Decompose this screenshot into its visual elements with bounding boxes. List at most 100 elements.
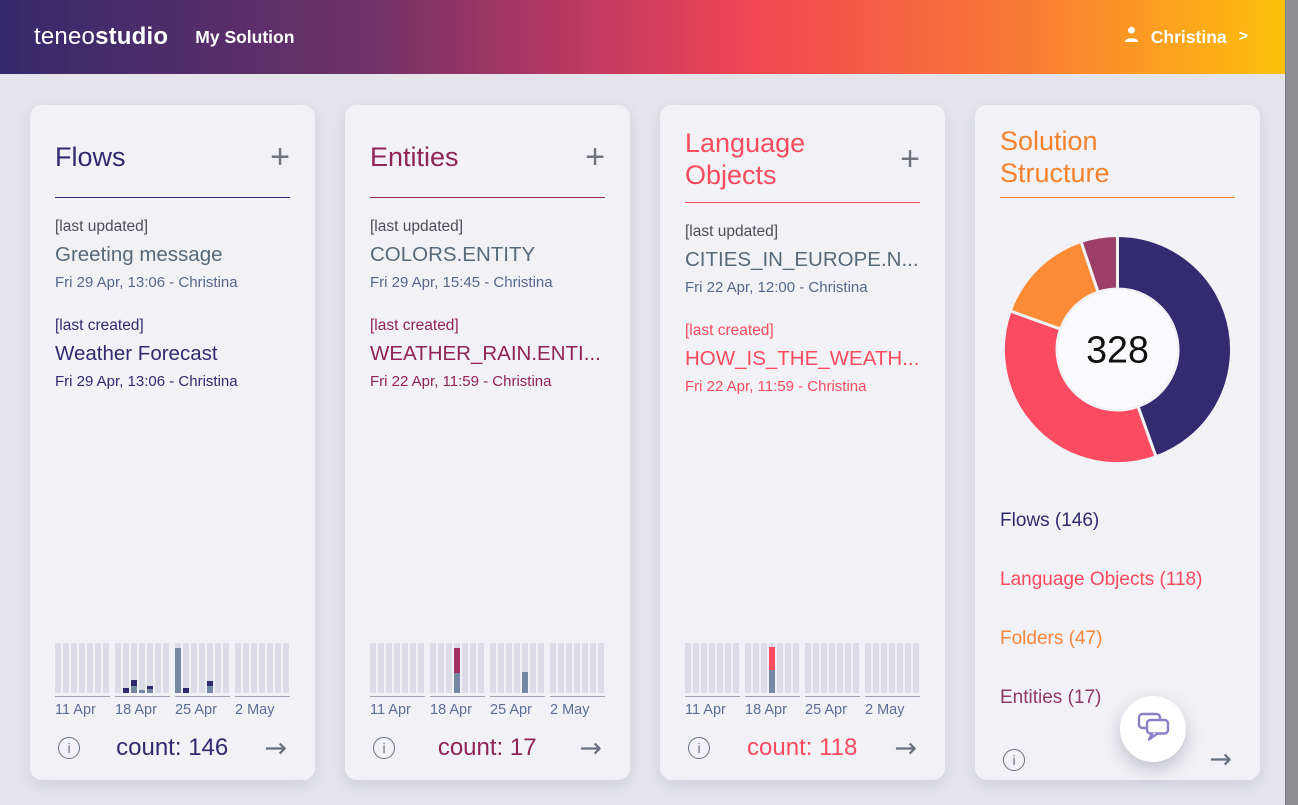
last-updated-meta: Fri 22 Apr, 12:00 - Christina <box>685 278 868 296</box>
dashboard: Flows + [last updated] Greeting message … <box>0 74 1298 780</box>
chart-week-label: 25 Apr <box>805 702 847 718</box>
logo-light-part: teneo <box>34 23 96 50</box>
chart-week-group: 25 Apr <box>175 643 230 718</box>
language-objects-card: Language Objects + [last updated] CITIES… <box>660 105 945 780</box>
chart-week-group: 2 May <box>865 643 920 718</box>
donut-slice-entities <box>1079 233 1119 295</box>
chart-week-group: 11 Apr <box>685 643 740 718</box>
chart-week-label: 18 Apr <box>115 702 157 718</box>
legend-language-objects: Language Objects (118) <box>1000 569 1203 590</box>
arrow-right-icon[interactable]: → <box>579 732 602 764</box>
language-objects-count: count: 118 <box>747 734 858 761</box>
scrollbar[interactable] <box>1285 0 1298 805</box>
divider <box>370 197 605 198</box>
user-name: Christina <box>1150 26 1227 47</box>
chart-week-label: 25 Apr <box>490 702 532 718</box>
last-updated-label: [last updated] <box>370 218 464 235</box>
structure-legend: Flows (146) Language Objects (118) Folde… <box>1000 510 1235 746</box>
last-created-section: [last created] WEATHER_RAIN.ENTI... Fri … <box>370 317 605 390</box>
chart-week-group: 2 May <box>550 643 605 718</box>
chart-week-label: 25 Apr <box>175 702 217 718</box>
last-updated-section: [last updated] COLORS.ENTITY Fri 29 Apr,… <box>370 218 605 291</box>
flows-card-title: Flows <box>55 141 126 172</box>
donut-hole <box>1058 290 1177 409</box>
last-created-item[interactable]: WEATHER_RAIN.ENTI... <box>370 342 601 365</box>
logo-bold-part: studio <box>95 23 169 50</box>
last-created-item[interactable]: Weather Forecast <box>55 342 218 365</box>
solution-title: My Solution <box>195 26 295 47</box>
last-updated-section: [last updated] Greeting message Fri 29 A… <box>55 218 290 291</box>
legend-entities: Entities (17) <box>1000 687 1102 708</box>
chart-week-group: 18 Apr <box>745 643 800 718</box>
last-created-meta: Fri 22 Apr, 11:59 - Christina <box>685 377 867 395</box>
last-created-label: [last created] <box>370 317 459 334</box>
last-updated-item[interactable]: CITIES_IN_EUROPE.N... <box>685 247 919 271</box>
chat-icon <box>1135 711 1171 748</box>
last-created-section: [last created] HOW_IS_THE_WEATH... Fri 2… <box>685 322 920 395</box>
arrow-right-icon[interactable]: → <box>1209 744 1232 775</box>
chart-week-group: 25 Apr <box>490 643 545 718</box>
donut-total: 328 <box>1086 328 1149 370</box>
donut-slice-flows <box>1116 233 1233 459</box>
divider <box>685 201 920 203</box>
chart-week-group: 25 Apr <box>805 643 860 718</box>
last-created-label: [last created] <box>55 317 144 334</box>
last-created-item[interactable]: HOW_IS_THE_WEATH... <box>685 346 920 370</box>
chart-week-label: 2 May <box>550 702 590 718</box>
divider <box>55 197 290 198</box>
last-created-meta: Fri 29 Apr, 13:06 - Christina <box>55 373 238 390</box>
info-icon[interactable]: i <box>1003 748 1025 771</box>
chart-week-label: 11 Apr <box>370 702 411 718</box>
last-updated-item[interactable]: COLORS.ENTITY <box>370 243 536 266</box>
flows-count: count: 146 <box>116 734 229 761</box>
info-icon[interactable]: i <box>373 737 395 759</box>
chart-week-label: 2 May <box>235 702 275 718</box>
language-objects-card-title: Language Objects <box>685 128 806 191</box>
chart-week-label: 18 Apr <box>745 702 787 718</box>
chart-week-label: 11 Apr <box>685 702 726 718</box>
flows-card: Flows + [last updated] Greeting message … <box>30 105 315 780</box>
chart-week-group: 11 Apr <box>55 643 110 718</box>
donut-slice-language-objects <box>1002 309 1158 465</box>
top-bar: teneostudio My Solution Christina > <box>0 0 1298 74</box>
entities-count: count: 17 <box>437 734 537 761</box>
mini-chart: 11 Apr 18 Apr 25 Apr 2 May <box>370 643 605 718</box>
chart-week-group: 11 Apr <box>370 643 425 718</box>
arrow-right-icon[interactable]: → <box>264 732 287 764</box>
chart-week-label: 18 Apr <box>430 702 472 718</box>
chat-button[interactable] <box>1120 696 1186 762</box>
last-created-label: [last created] <box>685 321 774 339</box>
chart-week-group: 18 Apr <box>115 643 170 718</box>
chart-week-label: 11 Apr <box>55 702 96 718</box>
solution-structure-title: Solution Structure <box>1000 125 1110 188</box>
chart-week-group: 2 May <box>235 643 290 718</box>
mini-chart: 11 Apr 18 Apr 25 Apr 2 May <box>685 643 920 718</box>
user-menu[interactable]: Christina > <box>1122 25 1248 49</box>
chevron-right-icon: > <box>1238 28 1248 45</box>
chart-week-group: 18 Apr <box>430 643 485 718</box>
last-updated-section: [last updated] CITIES_IN_EUROPE.N... Fri… <box>685 223 920 296</box>
chart-week-label: 2 May <box>865 702 905 718</box>
app-logo: teneostudio <box>34 23 168 51</box>
entities-card-title: Entities <box>370 141 459 172</box>
add-language-object-button[interactable]: + <box>900 140 920 179</box>
last-updated-item[interactable]: Greeting message <box>55 243 223 266</box>
legend-flows: Flows (146) <box>1000 510 1100 531</box>
last-updated-label: [last updated] <box>55 218 149 235</box>
add-flow-button[interactable]: + <box>270 137 290 176</box>
last-created-section: [last created] Weather Forecast Fri 29 A… <box>55 317 290 390</box>
add-entity-button[interactable]: + <box>585 137 605 176</box>
last-updated-label: [last updated] <box>685 222 779 240</box>
mini-chart: 11 Apr 18 Apr 25 Apr 2 May <box>55 643 290 718</box>
entities-card: Entities + [last updated] COLORS.ENTITY … <box>345 105 630 780</box>
structure-donut-chart: 328 <box>1000 231 1235 468</box>
last-created-meta: Fri 22 Apr, 11:59 - Christina <box>370 373 552 390</box>
arrow-right-icon[interactable]: → <box>894 732 917 764</box>
divider <box>1000 197 1235 198</box>
info-icon[interactable]: i <box>58 737 80 759</box>
solution-structure-card: Solution Structure 328 Flows (146) Langu… <box>975 105 1260 780</box>
user-icon <box>1122 25 1141 49</box>
last-updated-meta: Fri 29 Apr, 13:06 - Christina <box>55 274 238 291</box>
legend-folders: Folders (47) <box>1000 628 1103 649</box>
info-icon[interactable]: i <box>688 737 710 759</box>
